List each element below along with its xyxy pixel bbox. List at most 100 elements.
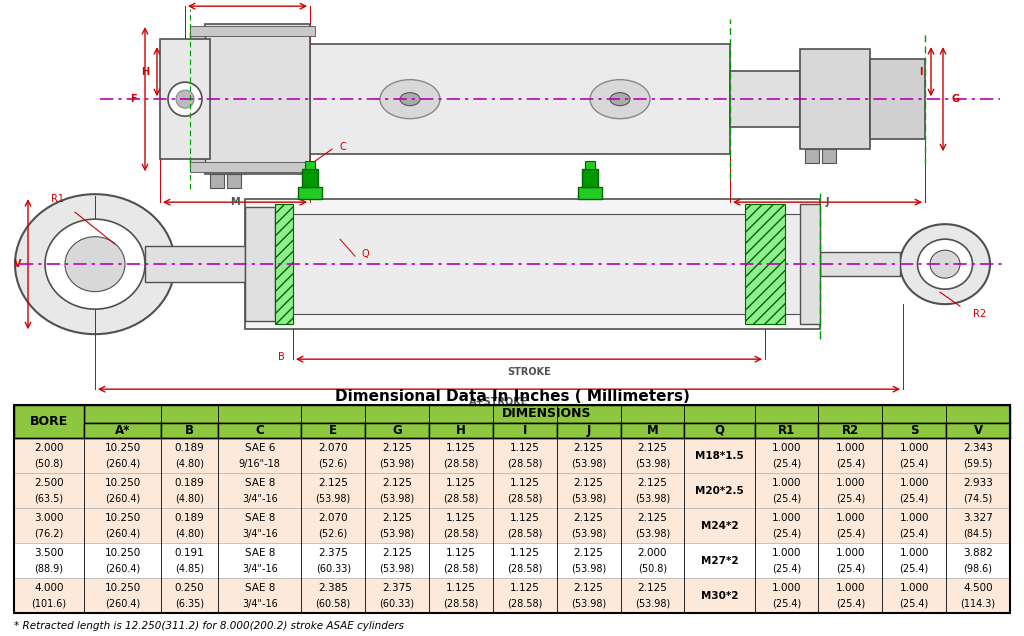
Ellipse shape: [380, 80, 440, 119]
Bar: [805, 149, 819, 163]
Bar: [578, 187, 602, 199]
Ellipse shape: [918, 239, 973, 289]
Bar: [684, 422, 755, 438]
Text: (25.4): (25.4): [836, 529, 865, 539]
Text: (28.58): (28.58): [507, 529, 543, 539]
Bar: [429, 422, 493, 438]
Text: (25.4): (25.4): [836, 598, 865, 609]
Text: I: I: [522, 424, 527, 437]
Text: G: G: [951, 94, 959, 104]
Text: (28.58): (28.58): [507, 563, 543, 574]
Text: R2: R2: [842, 424, 859, 437]
Bar: [301, 422, 366, 438]
Text: M30*2: M30*2: [700, 591, 738, 600]
Text: (50.8): (50.8): [638, 563, 667, 574]
Text: 2.000: 2.000: [638, 548, 668, 558]
Text: 2.933: 2.933: [964, 478, 993, 488]
Text: G: G: [392, 424, 402, 437]
Bar: [745, 204, 785, 324]
Text: 1.000: 1.000: [899, 548, 929, 558]
Bar: [14, 508, 1010, 543]
Text: (260.4): (260.4): [104, 494, 140, 504]
Bar: [582, 169, 598, 187]
Text: (50.8): (50.8): [35, 459, 63, 469]
Bar: [305, 161, 315, 169]
Bar: [310, 44, 730, 154]
Bar: [493, 422, 557, 438]
Bar: [205, 24, 310, 174]
Text: B: B: [185, 424, 195, 437]
Text: (25.4): (25.4): [900, 494, 929, 504]
Text: (25.4): (25.4): [772, 598, 801, 609]
Bar: [800, 204, 820, 324]
Text: 2.070: 2.070: [318, 513, 348, 523]
Bar: [190, 26, 315, 36]
Bar: [730, 71, 800, 127]
Text: (28.58): (28.58): [507, 459, 543, 469]
Text: (4.85): (4.85): [175, 563, 204, 574]
Text: (53.98): (53.98): [635, 529, 670, 539]
Text: (53.98): (53.98): [380, 529, 415, 539]
Text: (28.58): (28.58): [443, 494, 478, 504]
Text: (53.98): (53.98): [635, 598, 670, 609]
Text: (25.4): (25.4): [900, 563, 929, 574]
Bar: [946, 422, 1010, 438]
Text: 4.000: 4.000: [35, 583, 63, 593]
Ellipse shape: [590, 80, 650, 119]
Text: 3.882: 3.882: [964, 548, 993, 558]
Text: 10.250: 10.250: [104, 583, 140, 593]
Text: 1.125: 1.125: [510, 513, 540, 523]
Bar: [227, 174, 241, 188]
Text: BORE: BORE: [30, 415, 69, 428]
Text: STROKE: STROKE: [507, 367, 551, 377]
Text: (4.80): (4.80): [175, 494, 204, 504]
Text: 3.327: 3.327: [964, 513, 993, 523]
Text: H: H: [141, 67, 150, 77]
Text: 1.000: 1.000: [772, 513, 802, 523]
Bar: [822, 149, 836, 163]
Bar: [161, 422, 218, 438]
Text: (53.98): (53.98): [571, 529, 606, 539]
Bar: [818, 422, 883, 438]
Text: (74.5): (74.5): [964, 494, 992, 504]
Text: SAE 8: SAE 8: [245, 548, 275, 558]
Text: (60.33): (60.33): [315, 563, 351, 574]
Text: 2.125: 2.125: [573, 443, 603, 453]
Bar: [275, 204, 293, 324]
Text: C: C: [340, 142, 347, 152]
Text: 2.500: 2.500: [34, 478, 63, 488]
Text: (53.98): (53.98): [571, 459, 606, 469]
Text: (114.3): (114.3): [961, 598, 995, 609]
Text: (53.98): (53.98): [635, 494, 670, 504]
Text: 3/4"-16: 3/4"-16: [242, 563, 278, 574]
Text: SAE 6: SAE 6: [245, 443, 275, 453]
Bar: [557, 422, 621, 438]
Text: (28.58): (28.58): [443, 563, 478, 574]
Text: 1.000: 1.000: [836, 478, 865, 488]
Text: 2.125: 2.125: [638, 513, 668, 523]
Text: 1.000: 1.000: [899, 583, 929, 593]
Text: 2.385: 2.385: [318, 583, 348, 593]
Text: (53.98): (53.98): [571, 563, 606, 574]
Text: 1.125: 1.125: [510, 478, 540, 488]
Bar: [585, 161, 595, 169]
Text: 2.375: 2.375: [318, 548, 348, 558]
Text: (25.4): (25.4): [900, 459, 929, 469]
Ellipse shape: [900, 224, 990, 304]
Text: (52.6): (52.6): [318, 529, 348, 539]
Text: 2.125: 2.125: [573, 478, 603, 488]
Text: (4.80): (4.80): [175, 529, 204, 539]
Text: 2.125: 2.125: [318, 478, 348, 488]
Bar: [883, 422, 946, 438]
Text: 1.125: 1.125: [446, 513, 476, 523]
Text: 1.125: 1.125: [446, 443, 476, 453]
Ellipse shape: [400, 93, 420, 106]
Text: R1: R1: [778, 424, 796, 437]
Text: H: H: [456, 424, 466, 437]
Text: (25.4): (25.4): [836, 494, 865, 504]
Text: 1.000: 1.000: [899, 478, 929, 488]
Bar: [275, 214, 805, 314]
Text: (53.98): (53.98): [380, 459, 415, 469]
Text: SAE 8: SAE 8: [245, 513, 275, 523]
Text: R1: R1: [50, 194, 63, 204]
